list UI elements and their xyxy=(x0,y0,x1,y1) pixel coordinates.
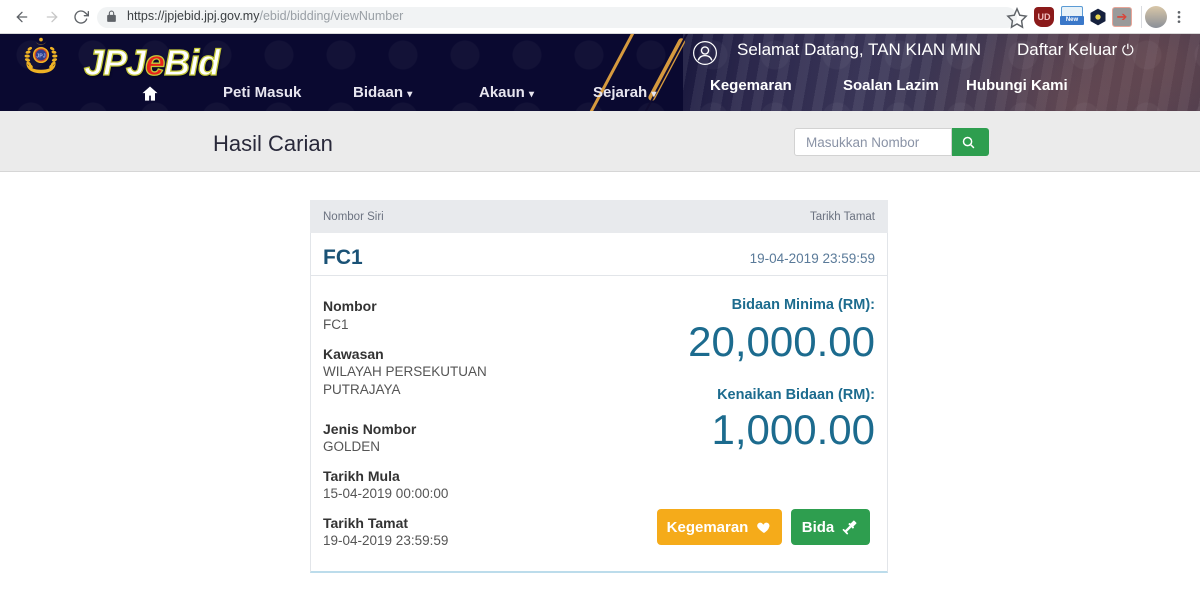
svg-text:JPJ: JPJ xyxy=(36,53,45,59)
